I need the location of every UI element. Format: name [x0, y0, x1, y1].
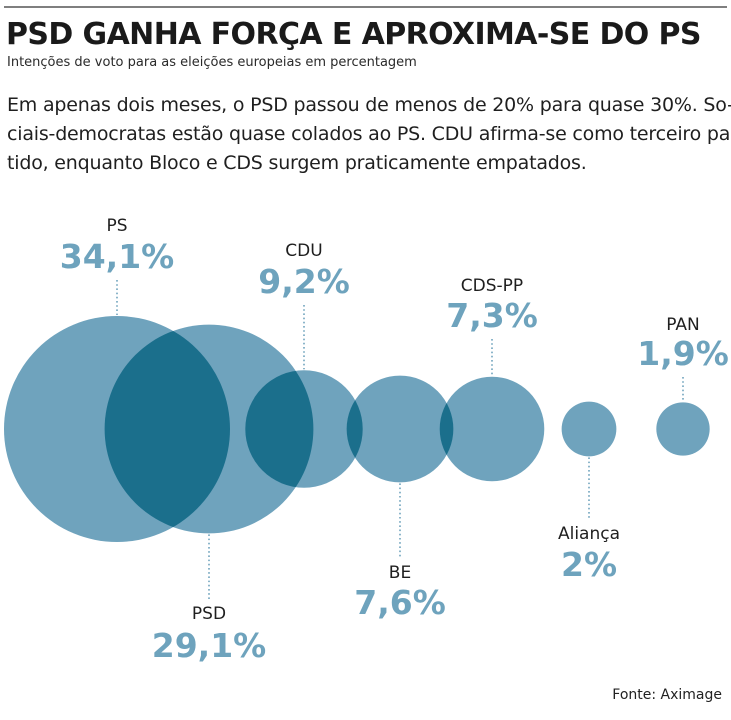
- bubble-be: [346, 375, 454, 483]
- value-label-ps: 34,1%: [60, 237, 175, 276]
- party-label-psd: PSD: [192, 604, 226, 624]
- value-label-be: 7,6%: [354, 583, 446, 622]
- value-label-cds-pp: 7,3%: [446, 296, 538, 335]
- intro-line: tido, enquanto Bloco e CDS surgem pratic…: [7, 152, 587, 174]
- overlap-psd-cdu: [245, 370, 314, 488]
- intro-text: Em apenas dois meses, o PSD passou de me…: [7, 91, 731, 178]
- value-label-cdu: 9,2%: [258, 262, 350, 301]
- bubble-cds-pp: [439, 376, 545, 482]
- party-label-be: BE: [389, 563, 411, 583]
- value-label-pan: 1,9%: [637, 334, 729, 373]
- intro-line: Em apenas dois meses, o PSD passou de me…: [7, 94, 731, 116]
- party-label-cdu: CDU: [285, 241, 322, 261]
- bubble-pan: [656, 402, 710, 456]
- party-label-alianca: Aliança: [558, 524, 620, 544]
- party-label-ps: PS: [106, 216, 127, 236]
- intro-line: ciais-democratas estão quase colados ao …: [7, 123, 731, 145]
- source-note: Fonte: Aximage: [612, 687, 722, 703]
- bubble-alianca: [561, 401, 617, 457]
- party-label-cds-pp: CDS-PP: [461, 276, 523, 296]
- chart-title: PSD GANHA FORÇA E APROXIMA-SE DO PS: [6, 17, 702, 52]
- value-label-alianca: 2%: [561, 545, 617, 584]
- chart-subtitle: Intenções de voto para as eleições europ…: [7, 55, 417, 70]
- party-label-pan: PAN: [666, 315, 700, 335]
- overlap-ps-psd: [104, 324, 230, 534]
- value-label-psd: 29,1%: [152, 626, 267, 665]
- top-rule: [4, 6, 727, 8]
